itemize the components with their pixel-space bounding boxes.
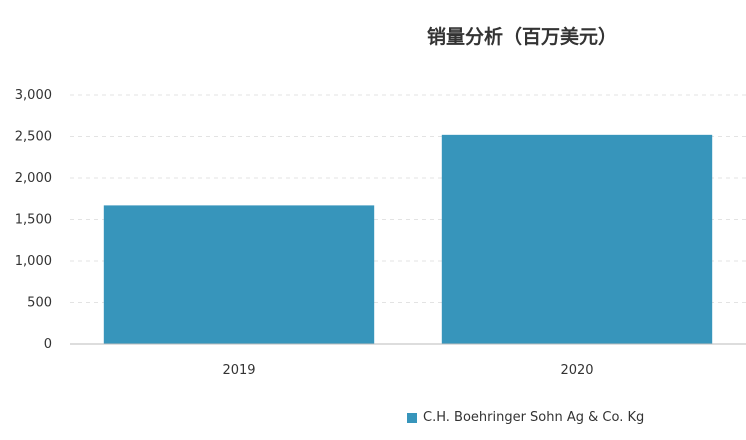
x-tick-label: 2020 xyxy=(560,363,593,378)
legend-swatch xyxy=(407,412,417,423)
y-tick-label: 500 xyxy=(27,296,52,311)
y-tick-label: 2,000 xyxy=(15,171,52,186)
y-tick-label: 1,000 xyxy=(15,254,52,269)
x-tick-label: 2019 xyxy=(222,363,255,378)
y-tick-label: 2,500 xyxy=(15,130,52,145)
y-tick-label: 3,000 xyxy=(15,88,52,103)
y-tick-label: 1,500 xyxy=(15,213,52,228)
legend[interactable]: C.H. Boehringer Sohn Ag & Co. Kg xyxy=(407,410,644,425)
chart-title: 销量分析（百万美元） xyxy=(427,26,618,48)
legend-label: C.H. Boehringer Sohn Ag & Co. Kg xyxy=(423,410,645,425)
y-tick-label: 0 xyxy=(44,337,52,352)
bar xyxy=(103,205,375,344)
bar xyxy=(441,134,713,344)
